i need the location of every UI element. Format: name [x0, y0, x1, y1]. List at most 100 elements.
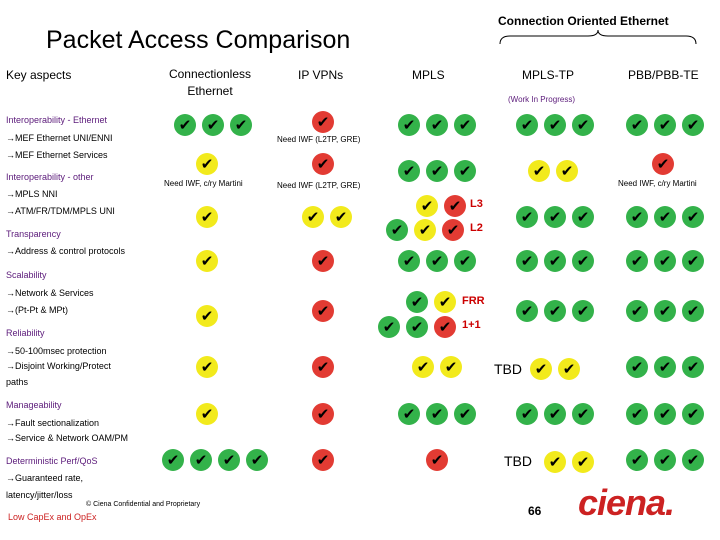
check-icon: ✔ — [544, 206, 566, 228]
brace-icon — [499, 29, 697, 45]
check-icon: ✔ — [528, 160, 550, 182]
note-need-iwf-l2tp: Need IWF (L2TP, GRE) — [277, 181, 361, 190]
check-icon: ✔ — [652, 153, 674, 175]
check-icon: ✔ — [246, 449, 268, 471]
check-icon: ✔ — [312, 300, 334, 322]
check-icon: ✔ — [426, 114, 448, 136]
check-icon: ✔ — [454, 250, 476, 272]
row-label: →Address & control protocols — [6, 246, 126, 256]
check-icon: ✔ — [572, 250, 594, 272]
check-icon: ✔ — [572, 403, 594, 425]
label-one-plus-one: 1+1 — [462, 319, 481, 331]
check-icon: ✔ — [174, 114, 196, 136]
check-icon: ✔ — [190, 449, 212, 471]
check-icon: ✔ — [544, 250, 566, 272]
check-icon: ✔ — [654, 449, 676, 471]
header-ip-vpns: IP VPNs — [298, 68, 344, 82]
row-label: Interoperability - Ethernet — [6, 115, 108, 125]
check-icon: ✔ — [196, 356, 218, 378]
row-label: Transparency — [6, 229, 61, 239]
check-icon: ✔ — [516, 403, 538, 425]
row-label: latency/jitter/loss — [6, 490, 73, 500]
check-icon: ✔ — [654, 206, 676, 228]
check-icon: ✔ — [426, 403, 448, 425]
row-label: →Fault sectionalization — [6, 418, 100, 428]
check-icon: ✔ — [516, 114, 538, 136]
check-icon: ✔ — [312, 449, 334, 471]
check-icon: ✔ — [544, 300, 566, 322]
check-icon: ✔ — [454, 160, 476, 182]
check-icon: ✔ — [196, 153, 218, 175]
check-icon: ✔ — [312, 111, 334, 133]
check-icon: ✔ — [516, 250, 538, 272]
check-icon: ✔ — [162, 449, 184, 471]
check-icon: ✔ — [682, 449, 704, 471]
check-icon: ✔ — [626, 206, 648, 228]
label-frr: FRR — [462, 295, 485, 307]
check-icon: ✔ — [572, 300, 594, 322]
check-icon: ✔ — [572, 114, 594, 136]
check-icon: ✔ — [196, 206, 218, 228]
check-icon: ✔ — [302, 206, 324, 228]
check-icon: ✔ — [654, 300, 676, 322]
connection-oriented-label: Connection Oriented Ethernet — [498, 14, 669, 28]
check-icon: ✔ — [544, 403, 566, 425]
row-label: →(Pt-Pt & MPt) — [6, 305, 69, 315]
check-icon: ✔ — [398, 114, 420, 136]
row-label: →MEF Ethernet UNI/ENNI — [6, 133, 113, 143]
check-icon: ✔ — [626, 300, 648, 322]
check-icon: ✔ — [682, 206, 704, 228]
row-label: →Guaranteed rate, — [6, 473, 84, 483]
check-icon: ✔ — [312, 403, 334, 425]
check-icon: ✔ — [516, 300, 538, 322]
check-icon: ✔ — [412, 356, 434, 378]
check-icon: ✔ — [626, 403, 648, 425]
check-icon: ✔ — [426, 250, 448, 272]
check-icon: ✔ — [230, 114, 252, 136]
row-label: paths — [6, 377, 29, 387]
ciena-logo: ciena. — [578, 482, 675, 523]
footer-low-capex: Low CapEx and OpEx — [8, 512, 97, 522]
check-icon: ✔ — [312, 250, 334, 272]
row-label: →ATM/FR/TDM/MPLS UNI — [6, 206, 115, 216]
footer-confidential: © Ciena Confidential and Proprietary — [86, 501, 201, 508]
check-icon: ✔ — [434, 291, 456, 313]
check-icon: ✔ — [454, 114, 476, 136]
mpls-tp-note: (Work In Progress) — [508, 95, 575, 104]
check-icon: ✔ — [434, 316, 456, 338]
check-icon: ✔ — [516, 206, 538, 228]
row-label: →MPLS NNI — [6, 189, 58, 199]
check-icon: ✔ — [626, 114, 648, 136]
check-icon: ✔ — [682, 300, 704, 322]
check-icon: ✔ — [440, 356, 462, 378]
check-icon: ✔ — [330, 206, 352, 228]
page-number: 66 — [528, 504, 542, 518]
check-icon: ✔ — [544, 451, 566, 473]
row-label: →MEF Ethernet Services — [6, 150, 108, 160]
check-icon: ✔ — [426, 160, 448, 182]
check-icon: ✔ — [414, 219, 436, 241]
check-icon: ✔ — [426, 449, 448, 471]
check-icon: ✔ — [682, 356, 704, 378]
check-icon: ✔ — [682, 250, 704, 272]
header-connectionless: Connectionless Ethernet — [168, 67, 252, 98]
check-icon: ✔ — [406, 291, 428, 313]
check-icon: ✔ — [654, 356, 676, 378]
check-icon: ✔ — [626, 250, 648, 272]
check-icon: ✔ — [682, 114, 704, 136]
check-icon: ✔ — [398, 160, 420, 182]
header-mpls-tp: MPLS-TP — [522, 68, 575, 82]
check-icon: ✔ — [572, 451, 594, 473]
note-need-iwf-martini: Need IWF, c/ry Martini — [164, 179, 243, 188]
check-icon: ✔ — [530, 358, 552, 380]
label-tbd: TBD — [504, 453, 532, 469]
row-label: →50-100msec protection — [6, 346, 107, 356]
check-icon: ✔ — [378, 316, 400, 338]
check-icon: ✔ — [572, 206, 594, 228]
check-icon: ✔ — [386, 219, 408, 241]
check-icon: ✔ — [626, 449, 648, 471]
row-label: Reliability — [6, 328, 45, 338]
check-icon: ✔ — [654, 403, 676, 425]
check-icon: ✔ — [196, 250, 218, 272]
row-label: Deterministic Perf/QoS — [6, 456, 98, 466]
